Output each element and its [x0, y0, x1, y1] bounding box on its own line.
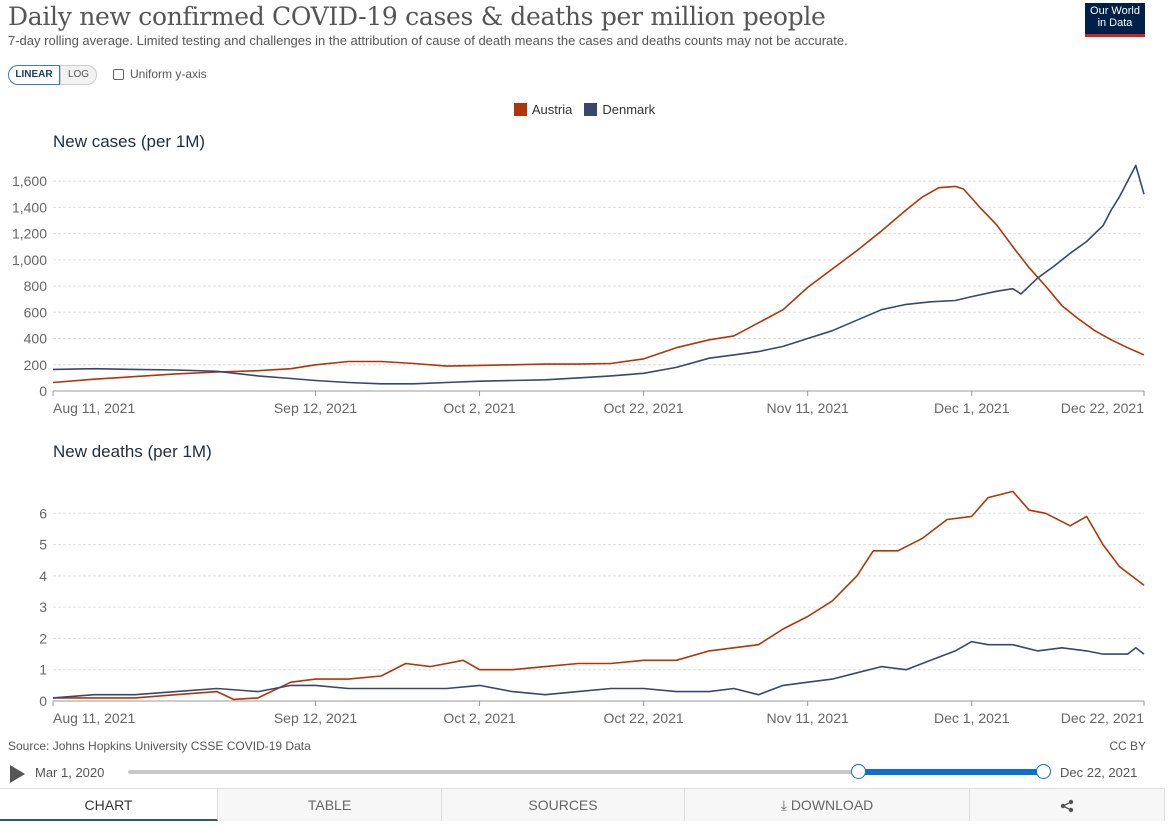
deaths-chart-title: New deaths (per 1M) [53, 442, 212, 461]
legend-label-denmark: Denmark [602, 102, 656, 117]
legend-label-austria: Austria [531, 102, 573, 117]
series-line-austria [53, 490, 1145, 701]
legend-swatch-austria [513, 103, 527, 116]
series-line-denmark [52, 640, 1145, 699]
deaths-chart[interactable]: 0 1 2 3 4 5 6 Aug 11, 2021 Sep 12, 2021 Oct 2, 20… [0, 470, 1169, 740]
y-tick-label: 600 [24, 304, 48, 320]
linear-scale-button[interactable]: LINEAR [8, 65, 60, 85]
y-tick-label: 400 [24, 331, 48, 347]
y-tick-label: 200 [24, 357, 48, 373]
log-scale-button[interactable]: LOG [60, 65, 97, 85]
series-line-austria [52, 185, 1145, 384]
y-tick-label: 800 [24, 278, 48, 294]
timeline-selected-range [858, 769, 1043, 775]
license-label[interactable]: CC BY [1109, 739, 1146, 753]
tab-download[interactable]: ⤓ DOWNLOAD [685, 789, 970, 821]
x-tick-label: Oct 2, 2021 [443, 710, 516, 726]
x-tick-label: Oct 22, 2021 [604, 400, 684, 416]
x-tick-label: Dec 1, 2021 [934, 400, 1010, 416]
legend-item-denmark[interactable]: Denmark [584, 102, 655, 117]
x-tick-label: Aug 11, 2021 [53, 710, 135, 726]
x-tick-label: Oct 22, 2021 [604, 710, 684, 726]
x-tick-label: Dec 22, 2021 [1061, 400, 1144, 416]
tab-sources[interactable]: SOURCES [442, 789, 685, 821]
legend: Austria Denmark [0, 102, 1169, 117]
uniform-y-axis-label: Uniform y-axis [130, 67, 207, 81]
series-line-denmark [52, 164, 1145, 385]
owid-logo[interactable]: Our World in Data [1085, 3, 1145, 37]
tab-download-label: DOWNLOAD [790, 797, 874, 813]
y-tick-label: 1 [39, 662, 47, 678]
timeline-start-label: Mar 1, 2020 [35, 765, 105, 780]
x-tick-label: Aug 11, 2021 [53, 400, 135, 416]
y-tick-label: 0 [39, 383, 47, 399]
cases-chart[interactable]: 0 200 400 600 800 1,000 1,200 1,400 1,600 Aug 11,… [0, 160, 1169, 450]
chart-title-heading: Daily new confirmed COVID-19 cases & dea… [8, 2, 826, 31]
cases-chart-title: New cases (per 1M) [53, 132, 206, 151]
source-note[interactable]: Source: Johns Hopkins University CSSE CO… [8, 739, 311, 753]
timeline-end-label: Dec 22, 2021 [1060, 765, 1138, 780]
x-tick-label: Nov 11, 2021 [767, 400, 849, 416]
download-icon: ⤓ [780, 797, 787, 813]
y-tick-label: 1,400 [12, 199, 47, 215]
tab-table[interactable]: TABLE [218, 789, 442, 821]
y-tick-label: 6 [39, 505, 47, 521]
timeline-end-handle[interactable] [1036, 764, 1051, 779]
y-tick-label: 2 [39, 630, 47, 646]
play-icon[interactable] [10, 765, 25, 783]
timeline-track[interactable] [128, 770, 1040, 774]
tab-bar: CHART TABLE SOURCES ⤓ DOWNLOAD [0, 788, 1165, 821]
x-tick-label: Sep 12, 2021 [274, 400, 358, 416]
y-tick-label: 0 [39, 693, 47, 709]
y-tick-label: 4 [39, 568, 47, 584]
x-tick-label: Nov 11, 2021 [767, 710, 849, 726]
x-tick-label: Dec 22, 2021 [1061, 710, 1144, 726]
timeline-start-handle[interactable] [851, 764, 866, 779]
x-tick-label: Sep 12, 2021 [274, 710, 358, 726]
y-tick-label: 3 [39, 599, 47, 615]
x-tick-label: Dec 1, 2021 [934, 710, 1010, 726]
legend-item-austria[interactable]: Austria [513, 102, 573, 117]
timeline: Mar 1, 2020 Dec 22, 2021 [0, 760, 1169, 786]
uniform-y-axis-toggle[interactable]: Uniform y-axis [113, 67, 207, 81]
y-tick-label: 1,000 [12, 252, 47, 268]
legend-swatch-denmark [584, 103, 598, 116]
share-icon [1060, 800, 1074, 813]
chart-subtitle: 7-day rolling average. Limited testing a… [8, 33, 848, 48]
y-tick-label: 1,200 [12, 226, 47, 242]
x-tick-label: Oct 2, 2021 [443, 400, 516, 416]
y-tick-label: 1,600 [12, 173, 47, 189]
y-tick-label: 5 [39, 537, 47, 553]
tab-share[interactable] [970, 789, 1165, 821]
uniform-y-axis-checkbox[interactable] [113, 68, 124, 80]
tab-chart[interactable]: CHART [0, 789, 218, 821]
